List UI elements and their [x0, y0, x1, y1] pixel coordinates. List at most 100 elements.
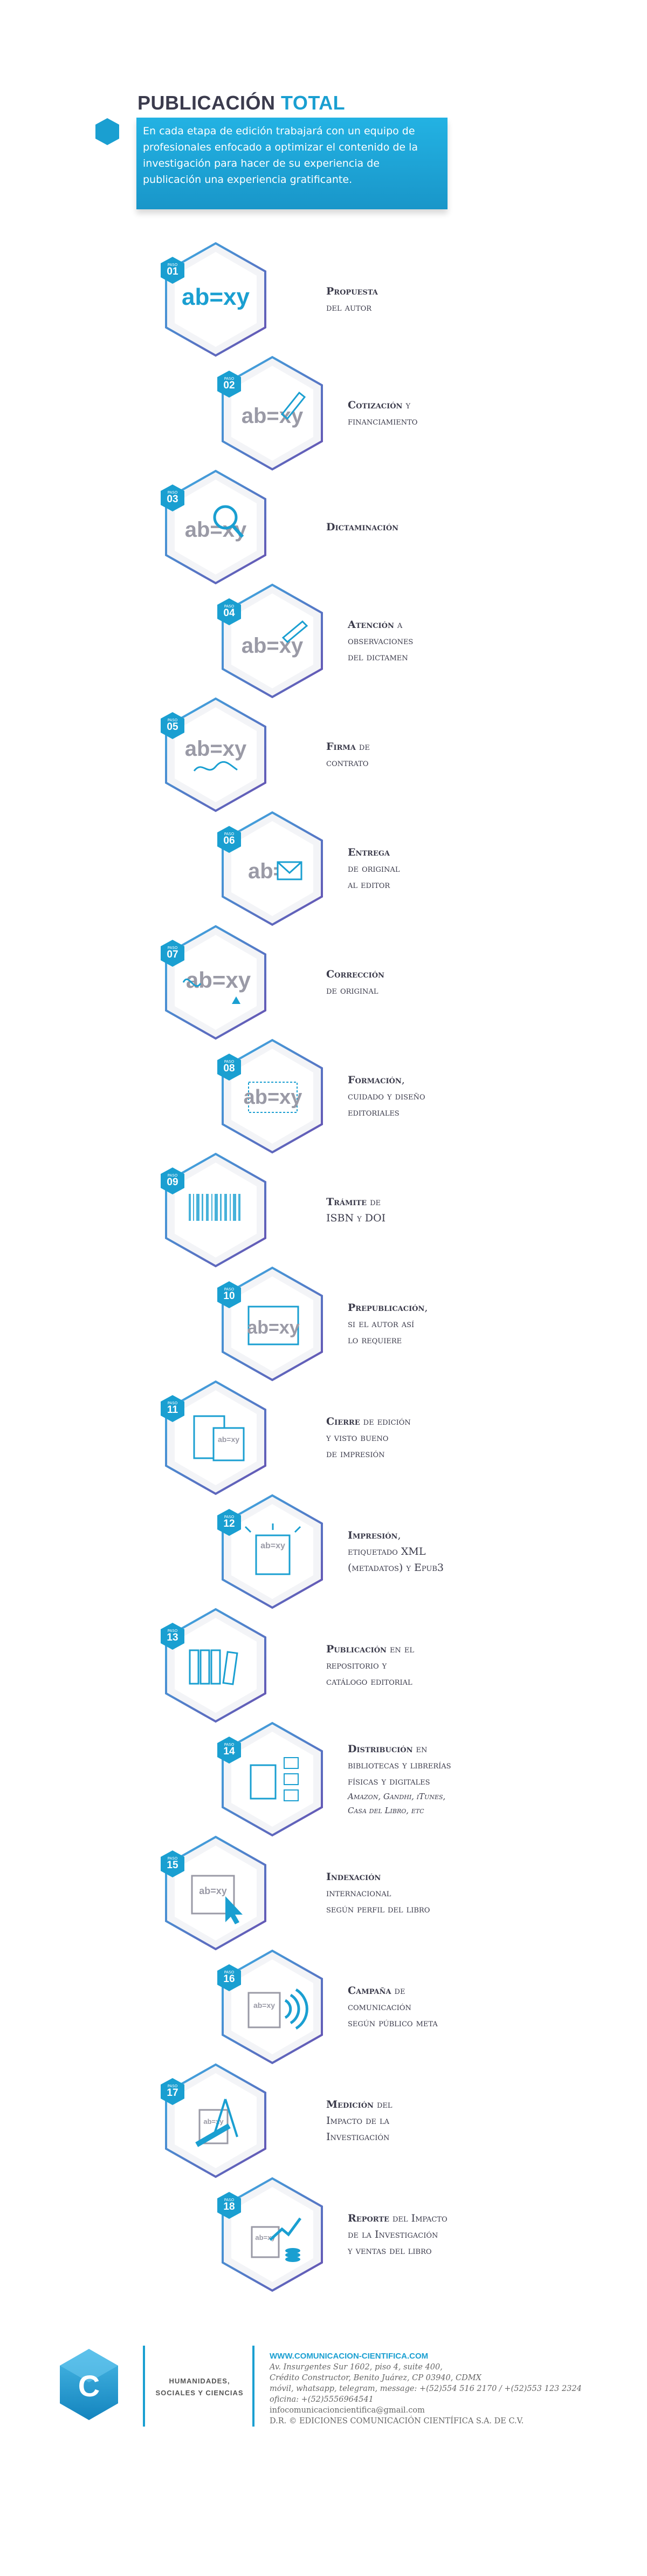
step-label: Distribución en bibliotecas y librerías fí…: [348, 1720, 451, 1839]
step-number: 07: [167, 949, 178, 960]
svg-text:ab=xy: ab=xy: [242, 404, 304, 428]
step-badge-word: PASO: [224, 1970, 235, 1974]
step-number-badge: PASO 05: [160, 712, 185, 740]
step-number-badge: PASO 10: [216, 1281, 242, 1309]
step-number-badge: PASO 12: [216, 1508, 242, 1536]
svg-text:ab=xy: ab=xy: [186, 967, 251, 993]
step-number-badge: PASO 08: [216, 1053, 242, 1081]
step-hexagon: ab=xy: [222, 1949, 323, 2065]
step-number-badge: PASO 09: [160, 1167, 185, 1195]
step-line: bibliotecas y librerías: [348, 1759, 451, 1771]
envelope-icon: ab=: [248, 859, 302, 883]
step-title: Cierre: [326, 1416, 360, 1427]
step-05: ab=xy PASO 05 Firma de contrato: [160, 695, 499, 814]
step-number-badge: PASO 16: [216, 1964, 242, 1992]
step-title-rest: ,: [397, 1529, 401, 1541]
logo-icon: C: [60, 2349, 118, 2420]
step-line: del autor: [326, 302, 372, 313]
step-title: Reporte: [348, 2212, 389, 2224]
pencil-icon: ab=xy: [242, 620, 308, 658]
step-01: ab=xy PASO 01 Propuesta del autor: [161, 240, 499, 359]
step-16: ab=xy PASO 16 Campaña de comunicación según p…: [216, 1948, 520, 2066]
step-title: Indexación: [326, 1871, 381, 1883]
step-10: ab=xy PASO 10 Prepublicación, si el autor as…: [216, 1265, 520, 1383]
contact-info: WWW.COMUNICACION-CIENTIFICA.COM Av. Insu…: [270, 2351, 625, 2427]
step-hexagon: [165, 1608, 266, 1723]
step-label: Atención a observaciones del dictamen: [348, 582, 413, 700]
step-line: catálogo editorial: [326, 1676, 412, 1687]
step-13: PASO 13 Publicación en el repositorio y catá…: [160, 1606, 499, 1725]
step-label: Formación, cuidado y diseño editoriales: [348, 1037, 425, 1156]
divider: [143, 2346, 145, 2427]
step-title: Trámite: [326, 1196, 367, 1208]
step-label: Dictaminación: [326, 468, 398, 586]
svg-text:ab=xy: ab=xy: [182, 284, 250, 310]
step-title: Publicación: [326, 1643, 387, 1655]
step-number: 11: [167, 1404, 178, 1416]
intro-text: En cada etapa de edición trabajará con u…: [143, 125, 418, 186]
step-number: 18: [223, 2201, 235, 2212]
abxy-icon: ab=xy: [182, 284, 250, 310]
step-title-rest: del Impacto: [389, 2212, 448, 2224]
hexagon-icon: [95, 118, 119, 145]
step-line: cuidado y diseño: [348, 1090, 425, 1102]
step-number-badge: PASO 14: [216, 1736, 242, 1764]
step-number-badge: PASO 02: [216, 370, 242, 398]
step-number: 02: [223, 380, 235, 391]
step-number-badge: PASO 11: [160, 1395, 185, 1423]
step-number: 01: [167, 266, 178, 277]
logo-letter: C: [78, 2369, 100, 2403]
step-07: ab=xy PASO 07 Corrección de original: [160, 923, 499, 1042]
step-badge-word: PASO: [167, 490, 178, 495]
step-label: Corrección de original: [326, 923, 384, 1042]
step-line: etiquetado XML: [348, 1546, 426, 1557]
step-hexagon: ab=xy: [222, 1494, 323, 1609]
step-label: Propuesta del autor: [326, 240, 378, 359]
step-number: 08: [223, 1063, 235, 1074]
signature-icon: ab=xy: [185, 737, 247, 771]
print-book-icon: ab=xy: [244, 1523, 301, 1575]
step-line: al editor: [348, 879, 390, 891]
phones: móvil, whatsapp, telegram, message: +(52…: [270, 2384, 582, 2393]
step-number-badge: PASO 04: [216, 598, 242, 626]
step-number-badge: PASO 13: [160, 1622, 185, 1650]
step-line: de original: [326, 985, 378, 996]
step-number: 10: [223, 1290, 235, 1302]
step-number-badge: PASO 07: [160, 939, 185, 967]
step-title: Campaña: [348, 1985, 391, 1997]
step-12: ab=xy PASO 12 Impresión, etiquetado XML (meta…: [216, 1492, 520, 1611]
step-badge-word: PASO: [167, 1173, 178, 1178]
step-label: Firma de contrato: [326, 695, 370, 814]
step-badge-word: PASO: [224, 1060, 235, 1064]
step-title-rest: y: [402, 399, 411, 411]
svg-text:ab=xy: ab=xy: [244, 1086, 302, 1109]
step-09: PASO 09 Trámite de ISBN y DOI: [160, 1151, 499, 1269]
org-name: HUMANIDADES, SOCIALES Y CIENCIAS: [155, 2377, 244, 2397]
step-badge-word: PASO: [224, 1743, 235, 1747]
step-badge-word: PASO: [224, 2198, 235, 2202]
step-hexagon: [165, 1152, 266, 1268]
step-number-badge: PASO 03: [160, 484, 185, 512]
step-line: editoriales: [348, 1106, 400, 1118]
step-line: observaciones: [348, 635, 414, 647]
step-title: Entrega: [348, 846, 390, 858]
step-label: Cotización y financiamiento: [348, 354, 417, 473]
step-14: PASO 14 Distribución en bibliotecas y libre…: [216, 1720, 520, 1839]
step-badge-word: PASO: [224, 377, 235, 381]
step-line: de la Investigación: [348, 2229, 438, 2240]
step-number: 03: [167, 494, 178, 505]
step-title-rest: de: [391, 1985, 405, 1997]
bookshelf-icon: [189, 1649, 238, 1685]
step-title: Distribución: [348, 1743, 413, 1755]
step-line: físicas y digitales: [348, 1775, 430, 1787]
step-title: Propuesta: [326, 285, 378, 297]
step-title-rest: de: [355, 741, 370, 753]
step-number-badge: PASO 06: [216, 825, 242, 853]
step-title-rest: a: [394, 619, 403, 631]
step-hexagon: [222, 1721, 323, 1837]
email[interactable]: infocomunicacioncientifica@gmail.com: [270, 2406, 425, 2415]
website-link[interactable]: WWW.COMUNICACION-CIENTIFICA.COM: [270, 2352, 429, 2361]
step-title: Atención: [348, 619, 394, 631]
svg-text:ab=xy: ab=xy: [242, 634, 304, 658]
step-line: si el autor así: [348, 1318, 415, 1330]
